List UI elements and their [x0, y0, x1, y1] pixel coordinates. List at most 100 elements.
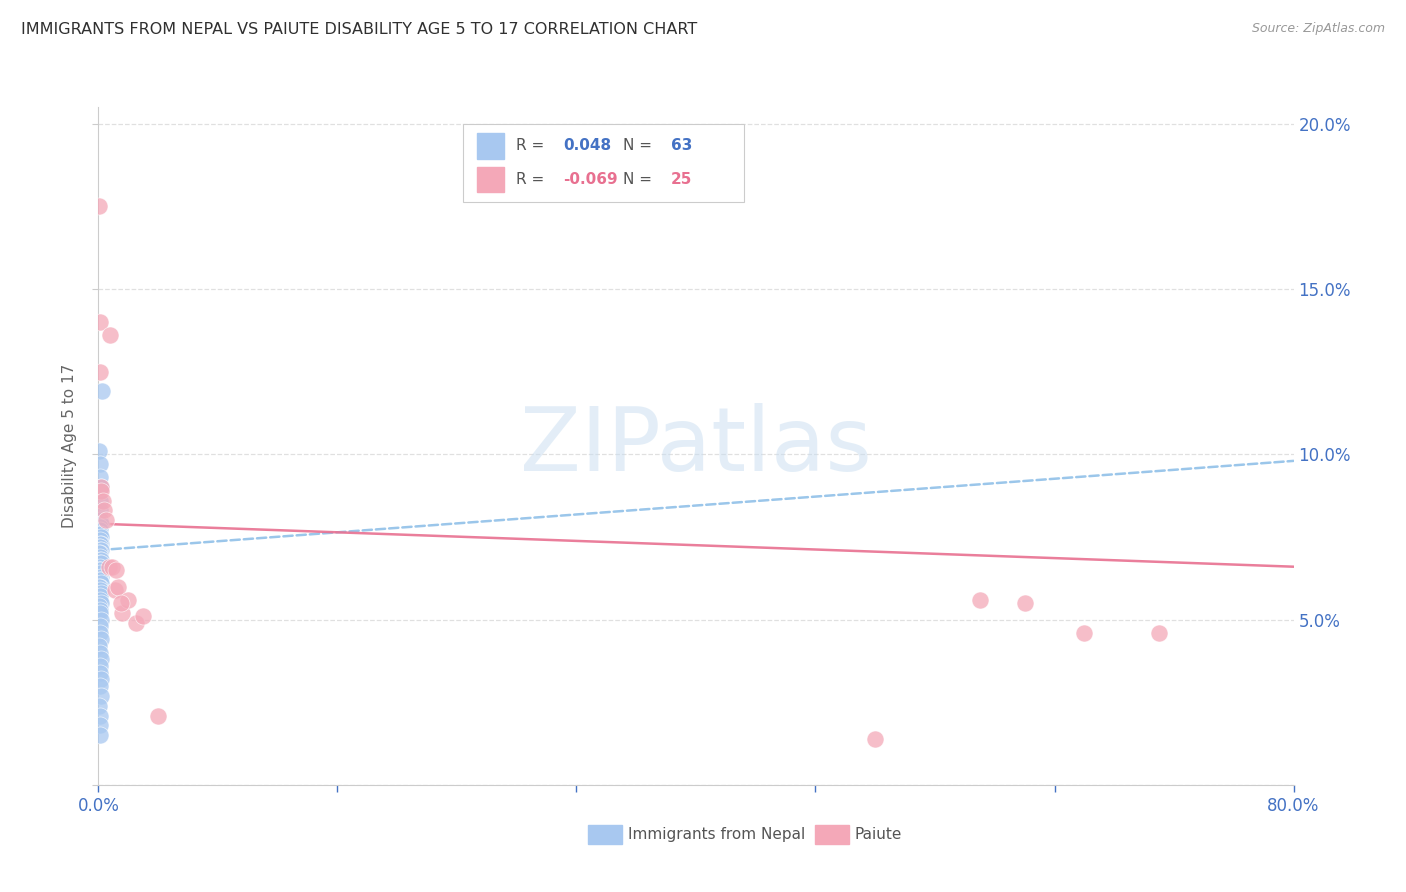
Bar — [477, 133, 503, 159]
Point — [90, 632, 112, 647]
Text: ZIPatlas: ZIPatlas — [520, 402, 872, 490]
Point — [89, 592, 111, 607]
Point — [89, 457, 111, 471]
Point — [90, 569, 112, 583]
Point — [110, 596, 132, 610]
Point — [89, 513, 111, 527]
Point — [93, 503, 115, 517]
Point — [89, 540, 111, 554]
Point — [89, 503, 111, 517]
Point — [89, 546, 111, 560]
Point — [90, 480, 112, 494]
Point — [89, 679, 111, 693]
Point — [90, 586, 112, 600]
Point — [90, 689, 112, 703]
Point — [89, 533, 111, 548]
Point — [89, 524, 111, 538]
Point — [1073, 625, 1095, 640]
Point — [1014, 596, 1036, 610]
FancyBboxPatch shape — [463, 124, 744, 202]
Text: Paiute: Paiute — [855, 827, 903, 842]
Point — [105, 563, 128, 577]
Point — [89, 603, 111, 617]
Point — [90, 530, 112, 544]
Point — [89, 665, 111, 680]
Text: R =: R = — [516, 138, 548, 153]
Point — [89, 526, 111, 541]
Point — [101, 559, 124, 574]
Point — [98, 328, 122, 343]
Text: Immigrants from Nepal: Immigrants from Nepal — [628, 827, 806, 842]
Point — [89, 549, 111, 564]
Point — [1147, 625, 1170, 640]
Point — [90, 483, 112, 498]
Point — [969, 592, 991, 607]
Point — [89, 563, 111, 577]
Point — [89, 646, 111, 660]
Point — [89, 526, 111, 541]
Point — [90, 576, 112, 591]
Point — [89, 559, 111, 574]
Point — [89, 708, 111, 723]
Point — [104, 582, 127, 597]
Point — [94, 513, 117, 527]
Point — [132, 609, 155, 624]
Point — [89, 573, 111, 587]
Point — [90, 672, 112, 686]
Bar — [477, 167, 503, 193]
Point — [89, 599, 111, 614]
Point — [89, 639, 111, 653]
Point — [89, 728, 111, 742]
Point — [89, 546, 111, 560]
Point — [90, 536, 112, 550]
Point — [125, 615, 148, 630]
Point — [89, 698, 111, 713]
Point — [90, 596, 112, 610]
Point — [90, 553, 112, 567]
Point — [89, 659, 111, 673]
Point — [89, 563, 111, 577]
Point — [89, 563, 111, 577]
Point — [89, 493, 111, 508]
Point — [89, 315, 111, 329]
Point — [90, 480, 112, 494]
Point — [89, 557, 111, 571]
Bar — [589, 825, 621, 844]
Text: 63: 63 — [671, 138, 692, 153]
Point — [89, 540, 111, 554]
Text: 25: 25 — [671, 172, 692, 187]
Point — [89, 619, 111, 633]
Point — [89, 718, 111, 732]
Text: IMMIGRANTS FROM NEPAL VS PAIUTE DISABILITY AGE 5 TO 17 CORRELATION CHART: IMMIGRANTS FROM NEPAL VS PAIUTE DISABILI… — [21, 22, 697, 37]
Text: -0.069: -0.069 — [564, 172, 619, 187]
Point — [89, 365, 111, 379]
Point — [90, 652, 112, 666]
Point — [111, 606, 134, 620]
Point — [89, 444, 111, 458]
Point — [89, 566, 111, 581]
Text: Source: ZipAtlas.com: Source: ZipAtlas.com — [1251, 22, 1385, 36]
Point — [107, 580, 129, 594]
Point — [89, 470, 111, 484]
Text: N =: N = — [623, 172, 657, 187]
Point — [89, 590, 111, 604]
Point — [90, 516, 112, 531]
Text: N =: N = — [623, 138, 657, 153]
Point — [89, 520, 111, 534]
Bar — [815, 825, 849, 844]
Point — [90, 557, 112, 571]
Point — [89, 553, 111, 567]
Point — [89, 580, 111, 594]
Point — [90, 613, 112, 627]
Point — [865, 731, 887, 746]
Point — [91, 384, 114, 399]
Point — [89, 536, 111, 550]
Point — [89, 625, 111, 640]
Y-axis label: Disability Age 5 to 17: Disability Age 5 to 17 — [62, 364, 77, 528]
Point — [89, 573, 111, 587]
Point — [117, 592, 139, 607]
Point — [89, 582, 111, 597]
Text: R =: R = — [516, 172, 548, 187]
Point — [148, 708, 170, 723]
Point — [89, 580, 111, 594]
